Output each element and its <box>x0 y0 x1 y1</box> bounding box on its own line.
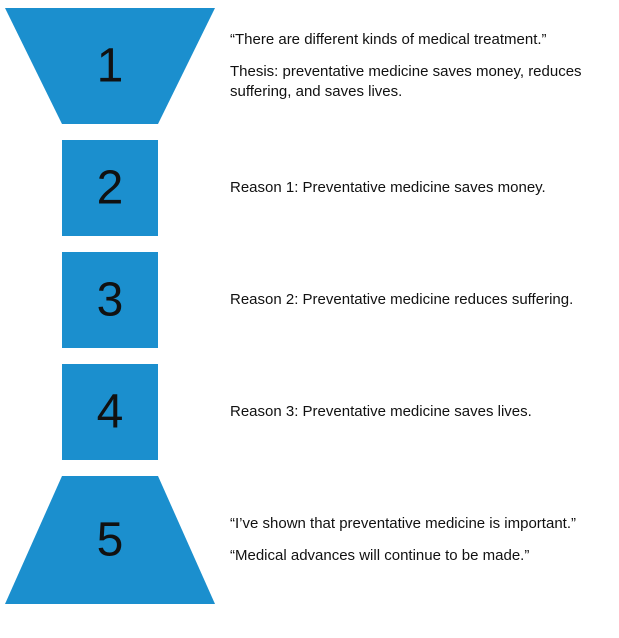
description-line: “Medical advances will continue to be ma… <box>230 546 609 566</box>
step-description: “I’ve shown that preventative medicine i… <box>230 476 609 604</box>
diagram-row-4: 4 Reason 3: Preventative medicine saves l… <box>0 364 619 460</box>
step-number: 1 <box>0 39 220 94</box>
description-line: “There are different kinds of medical tr… <box>230 30 609 50</box>
step-number: 4 <box>0 385 220 440</box>
description-line: Thesis: preventative medicine saves mone… <box>230 62 609 103</box>
diagram-row-3: 3 Reason 2: Preventative medicine reduces… <box>0 252 619 348</box>
description-line: Reason 3: Preventative medicine saves li… <box>230 402 609 422</box>
description-line: “I’ve shown that preventative medicine i… <box>230 514 609 534</box>
step-number: 5 <box>0 513 220 568</box>
step-description: “There are different kinds of medical tr… <box>230 8 609 124</box>
step-number: 2 <box>0 161 220 216</box>
step-description: Reason 3: Preventative medicine saves li… <box>230 364 609 460</box>
diagram-row-5: 5 “I’ve shown that preventative medicine … <box>0 476 619 604</box>
diagram-row-2: 2 Reason 1: Preventative medicine saves m… <box>0 140 619 236</box>
diagram-row-1: 1 “There are different kinds of medical t… <box>0 8 619 124</box>
description-line: Reason 1: Preventative medicine saves mo… <box>230 178 609 198</box>
step-description: Reason 1: Preventative medicine saves mo… <box>230 140 609 236</box>
step-number: 3 <box>0 273 220 328</box>
description-line: Reason 2: Preventative medicine reduces … <box>230 290 609 310</box>
step-description: Reason 2: Preventative medicine reduces … <box>230 252 609 348</box>
